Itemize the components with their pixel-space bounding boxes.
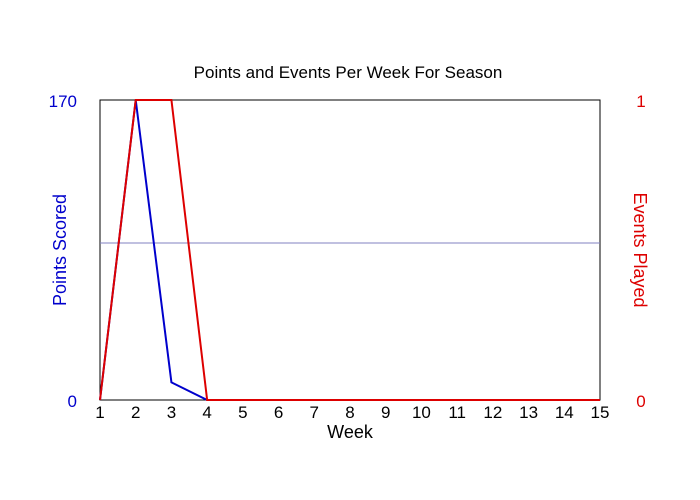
x-tick-label: 7 [310, 403, 319, 422]
series-line-points [99, 99, 600, 401]
chart-title: Points and Events Per Week For Season [194, 63, 503, 82]
x-tick-label: 8 [345, 403, 354, 422]
y-left-tick-label: 0 [68, 392, 77, 411]
y-right-tick-label: 1 [636, 92, 645, 111]
x-tick-label: 9 [381, 403, 390, 422]
x-axis-label: Week [327, 422, 374, 442]
x-tick-label: 3 [167, 403, 176, 422]
x-tick-label: 15 [591, 403, 610, 422]
x-tick-label: 6 [274, 403, 283, 422]
y-left-axis-label: Points Scored [50, 194, 70, 306]
x-tick-label: 2 [131, 403, 140, 422]
x-tick-label: 1 [95, 403, 104, 422]
x-tick-label: 5 [238, 403, 247, 422]
x-tick-label: 11 [448, 403, 466, 422]
plot-area [99, 99, 601, 401]
x-tick-label: 14 [555, 403, 574, 422]
y-right-tick-label: 0 [636, 392, 645, 411]
x-tick-label: 10 [412, 403, 431, 422]
x-tick-label: 13 [519, 403, 538, 422]
x-tick-label: 4 [202, 403, 211, 422]
series-line-events [99, 99, 600, 401]
x-tick-label: 12 [483, 403, 502, 422]
y-left-tick-label: 170 [49, 92, 77, 111]
y-right-axis-label: Events Played [630, 192, 650, 307]
